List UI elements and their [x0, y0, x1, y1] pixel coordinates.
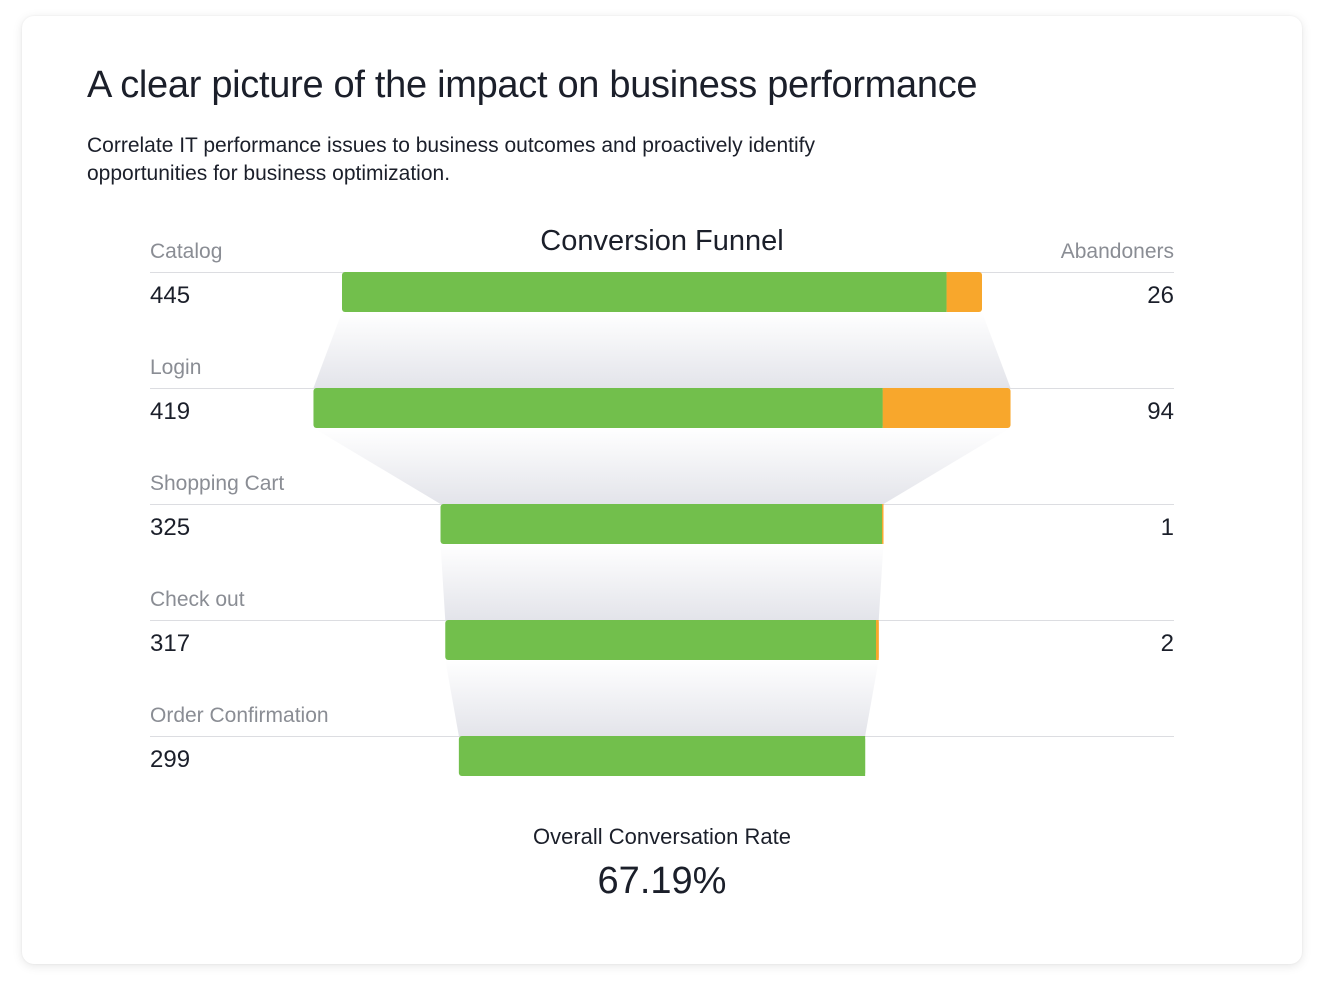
abandoner-value: 94 — [1147, 398, 1174, 425]
conversion-bar-edge — [861, 736, 866, 776]
abandoner-value: 2 — [1161, 630, 1174, 657]
stage-value: 419 — [150, 398, 190, 425]
stage-label: Login — [150, 356, 201, 379]
page-subtitle: Correlate IT performance issues to busin… — [87, 134, 815, 185]
conversion-bar — [445, 620, 877, 660]
stage-label: Shopping Cart — [150, 472, 284, 495]
funnel-connector — [445, 660, 879, 736]
stage-label: Catalog — [150, 240, 222, 263]
conversion-bar — [342, 272, 947, 312]
overall-rate-value: 67.19% — [597, 860, 727, 902]
abandoner-bar — [882, 388, 1011, 428]
funnel-connector — [440, 544, 884, 620]
abandoner-bar — [946, 272, 982, 312]
chart-title: Conversion Funnel — [540, 225, 783, 257]
conversion-bar — [313, 388, 883, 428]
overall-rate-label: Overall Conversation Rate — [532, 824, 791, 849]
conversion-bar — [458, 736, 866, 776]
abandoner-bar-edge — [882, 388, 886, 428]
abandoners-header: Abandoners — [1061, 240, 1174, 263]
abandoner-value: 1 — [1161, 514, 1174, 541]
conversion-bar-edge — [878, 504, 883, 544]
abandoner-bar-edge — [882, 504, 884, 544]
conversion-bar-edge — [942, 272, 947, 312]
abandoner-bar-edge — [876, 620, 879, 660]
conversion-bar — [440, 504, 883, 544]
page-title: A clear picture of the impact on busines… — [87, 64, 978, 106]
abandoner-value: 26 — [1147, 282, 1174, 309]
stage-value: 299 — [150, 746, 190, 773]
conversion-bar-edge — [872, 620, 877, 660]
funnel-connector — [313, 428, 1011, 504]
stage-value: 445 — [150, 282, 190, 309]
stage-label: Check out — [150, 588, 245, 611]
abandoner-bar-edge — [946, 272, 950, 312]
stage-value: 317 — [150, 630, 190, 657]
stage-label: Order Confirmation — [150, 704, 329, 727]
conversion-bar-edge — [878, 388, 883, 428]
stage-value: 325 — [150, 514, 190, 541]
funnel-connector — [313, 312, 1011, 388]
